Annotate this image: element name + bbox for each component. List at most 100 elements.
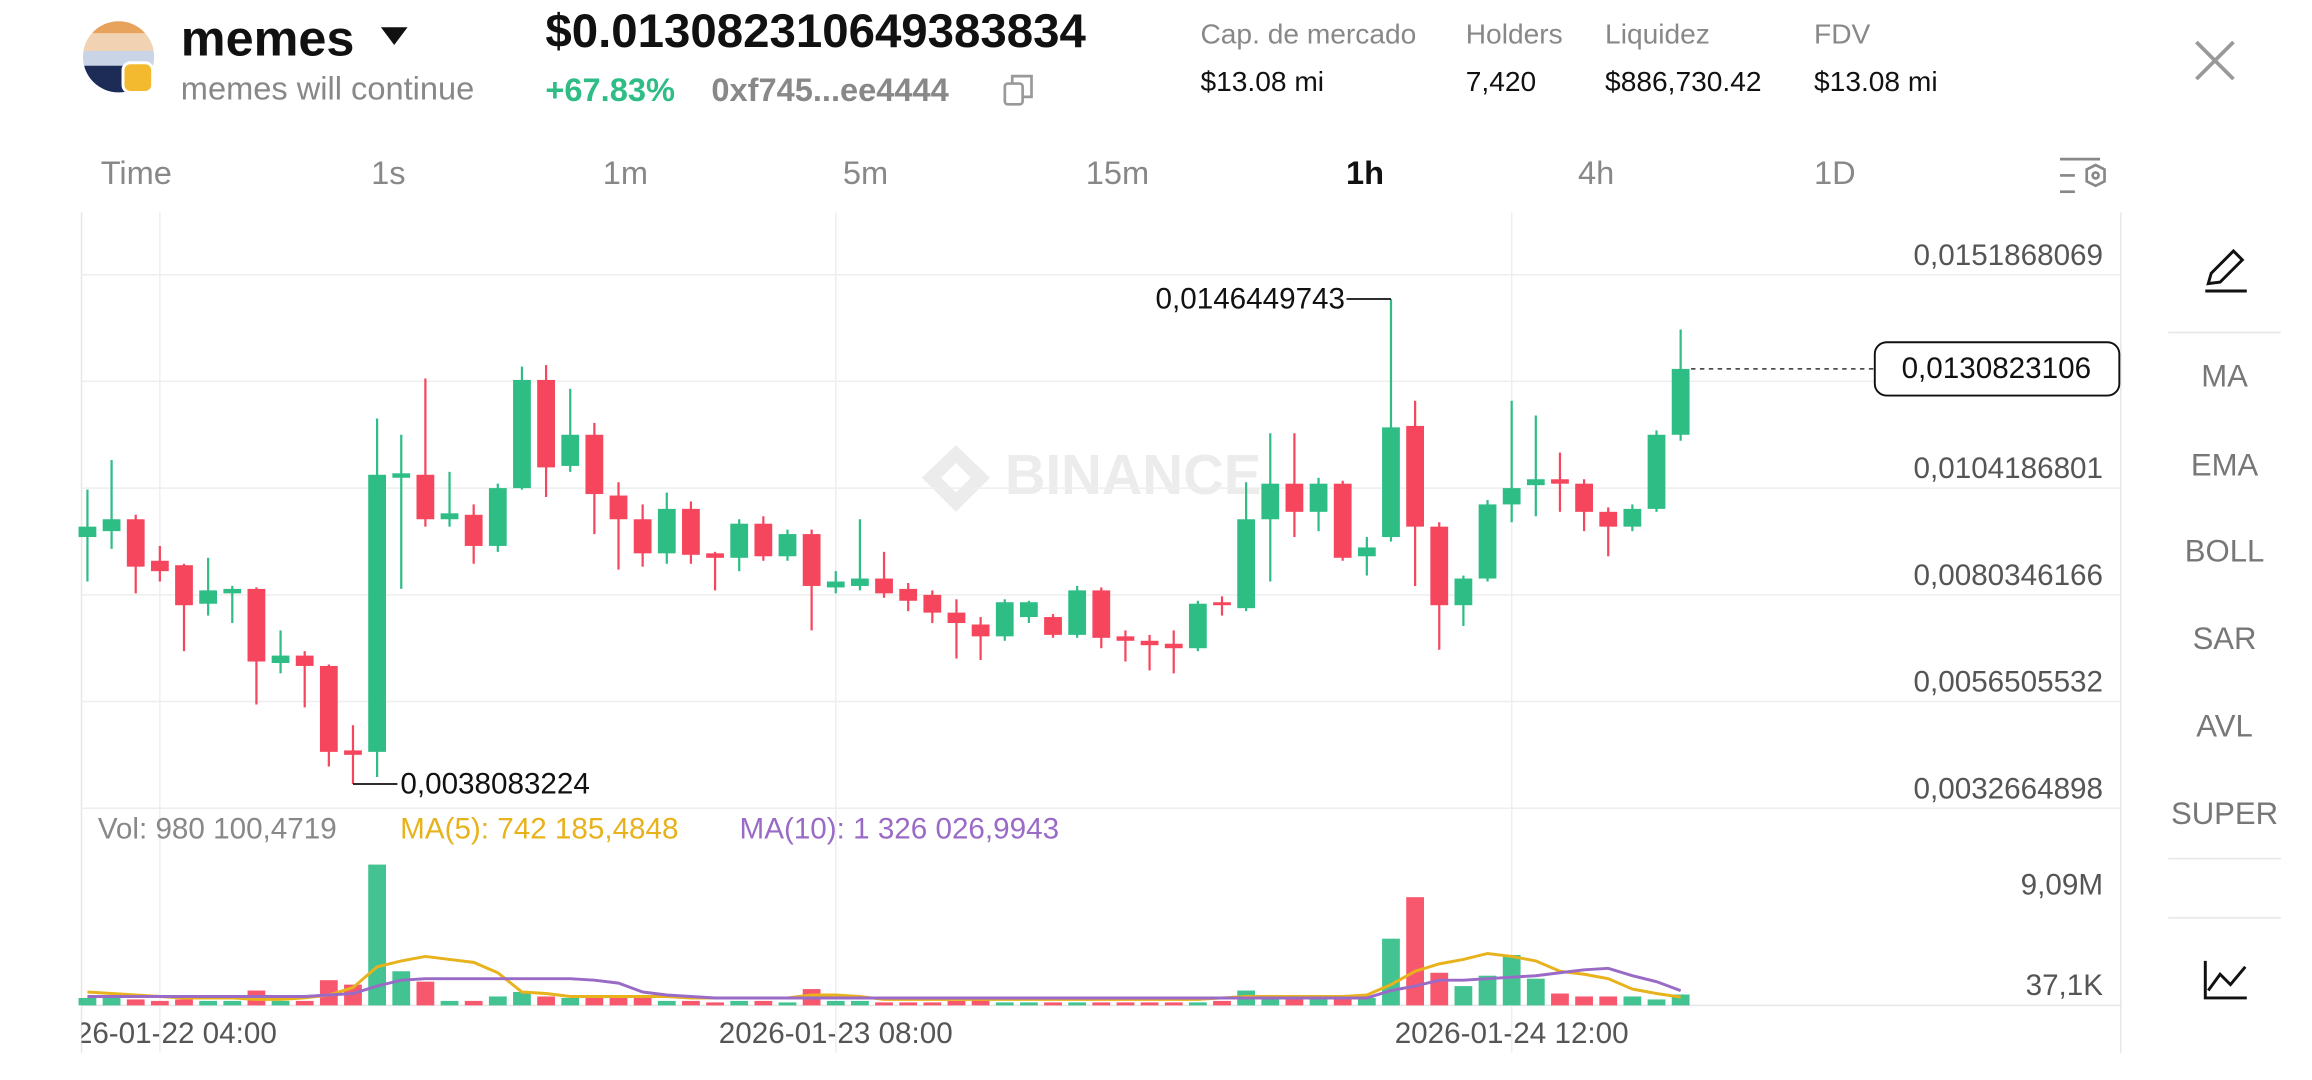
interval-tab[interactable]: 1s — [371, 154, 405, 191]
indicator-button[interactable]: SAR — [2193, 621, 2257, 656]
volume-bar — [730, 1000, 749, 1006]
candle-body — [488, 488, 507, 546]
candle-body — [1019, 602, 1038, 618]
interval-tab[interactable]: 1h — [1346, 154, 1384, 191]
candle-body — [392, 473, 411, 478]
y-tick-label: 0,0151868069 — [1914, 239, 2103, 272]
candle-body — [706, 553, 724, 558]
y-tick-label: 0,0056505532 — [1914, 666, 2103, 699]
candle-body — [826, 581, 845, 588]
volume-bar — [706, 1002, 724, 1006]
volume-bar — [1647, 999, 1666, 1006]
candle-body — [802, 534, 821, 586]
volume-bar — [561, 997, 580, 1006]
price-change: +67.83% — [545, 71, 675, 108]
volume-bar — [1140, 1002, 1159, 1006]
stat-value: $886,730.42 — [1605, 66, 1762, 97]
interval-tab[interactable]: 5m — [843, 154, 888, 191]
candle-body — [344, 750, 362, 755]
legend-entry: MA(10): 1 326 026,9943 — [740, 812, 1060, 845]
high-label: 0,0146449743 — [1156, 282, 1345, 315]
volume-bar — [1285, 999, 1304, 1006]
volume-bar — [1309, 999, 1328, 1006]
volume-bar — [1044, 1002, 1062, 1006]
close-button[interactable] — [2195, 40, 2235, 81]
candle-body — [1357, 547, 1376, 557]
volume-bar — [826, 1000, 845, 1006]
candle-body — [778, 534, 797, 557]
indicator-button[interactable]: AVL — [2196, 708, 2253, 743]
candle-body — [1188, 603, 1207, 649]
candle-body — [78, 526, 97, 538]
stat-value: 7,420 — [1466, 66, 1536, 97]
candle-body — [1575, 483, 1593, 512]
stat-label: Holders — [1466, 19, 1563, 50]
y-tick-label: 0,0080346166 — [1914, 559, 2103, 592]
candle-body — [295, 655, 314, 666]
candle-body — [1044, 617, 1062, 635]
chart: 2026-01-22 04:00 2026-01-23 08:00 2026-01-… — [43, 212, 2122, 1053]
candle-body — [464, 514, 483, 546]
candle-body — [1068, 590, 1087, 635]
chart-type-icon[interactable] — [2203, 960, 2247, 1000]
volume-bar — [1068, 1002, 1087, 1006]
volume-bar — [1261, 994, 1280, 1006]
volume-bar — [126, 999, 145, 1006]
volume-bar — [1116, 1002, 1135, 1006]
candle-body — [1213, 602, 1231, 606]
interval-tab[interactable]: 1D — [1814, 154, 1856, 191]
indicator-button[interactable]: BOLL — [2185, 534, 2265, 569]
last-price-box — [1873, 341, 2121, 397]
volume-ma-line — [87, 966, 1682, 1000]
candle-body — [1671, 368, 1690, 435]
volume-bar — [488, 996, 507, 1006]
indicator-button[interactable]: SUPER — [2171, 796, 2278, 831]
y-tick-label: 9,09M — [2021, 869, 2103, 902]
volume-bar — [175, 999, 193, 1006]
watermark: BINANCE — [921, 443, 1261, 512]
draw-tool-icon[interactable] — [2205, 248, 2247, 293]
candle-body — [247, 588, 266, 662]
volume-bar — [1333, 997, 1352, 1006]
candle-body — [1647, 434, 1666, 509]
candle-body — [899, 588, 918, 601]
indicator-button[interactable]: EMA — [2191, 448, 2259, 483]
volume-bar — [1478, 975, 1497, 1006]
volume-bar — [1502, 954, 1521, 1006]
last-price-label: 0,0130823106 — [1902, 352, 2091, 385]
volume-bar — [1430, 972, 1449, 1006]
candle-body — [416, 474, 435, 520]
y-tick-label: 37,1K — [2026, 969, 2104, 1002]
interval-tab[interactable]: 4h — [1578, 154, 1614, 191]
candle-body — [1382, 427, 1400, 538]
candle-body — [102, 519, 121, 532]
candle-body — [1430, 526, 1449, 606]
y-tick-label: 0,0104186801 — [1914, 452, 2103, 485]
volume-bar — [995, 1002, 1014, 1006]
candle-body — [730, 523, 749, 558]
volume-bar — [633, 997, 652, 1006]
interval-tab[interactable]: 15m — [1086, 154, 1149, 191]
interval-tab[interactable]: 1m — [603, 154, 648, 191]
volume-bar — [440, 1000, 459, 1006]
volume-bar — [1454, 986, 1473, 1006]
indicator-button[interactable]: MA — [2201, 359, 2248, 394]
copy-icon[interactable] — [1003, 74, 1033, 106]
interval-tab[interactable]: Time — [101, 154, 172, 191]
dropdown-icon[interactable] — [380, 27, 408, 45]
stat-label: FDV — [1814, 19, 1871, 50]
volume-bar — [585, 997, 604, 1006]
volume-bar — [682, 1000, 700, 1006]
candle-body — [633, 519, 652, 554]
candle-body — [513, 379, 531, 489]
x-tick-label: 2026-01-22 04:00 — [43, 1017, 277, 1050]
volume-bar — [464, 1000, 483, 1006]
candle-body — [851, 578, 869, 586]
token-price: $0.013082310649383834 — [545, 5, 1086, 58]
settings-icon[interactable] — [2060, 157, 2106, 194]
volume-bar — [1671, 994, 1690, 1006]
volume-bar — [392, 971, 411, 1006]
candle-body — [1478, 504, 1497, 579]
